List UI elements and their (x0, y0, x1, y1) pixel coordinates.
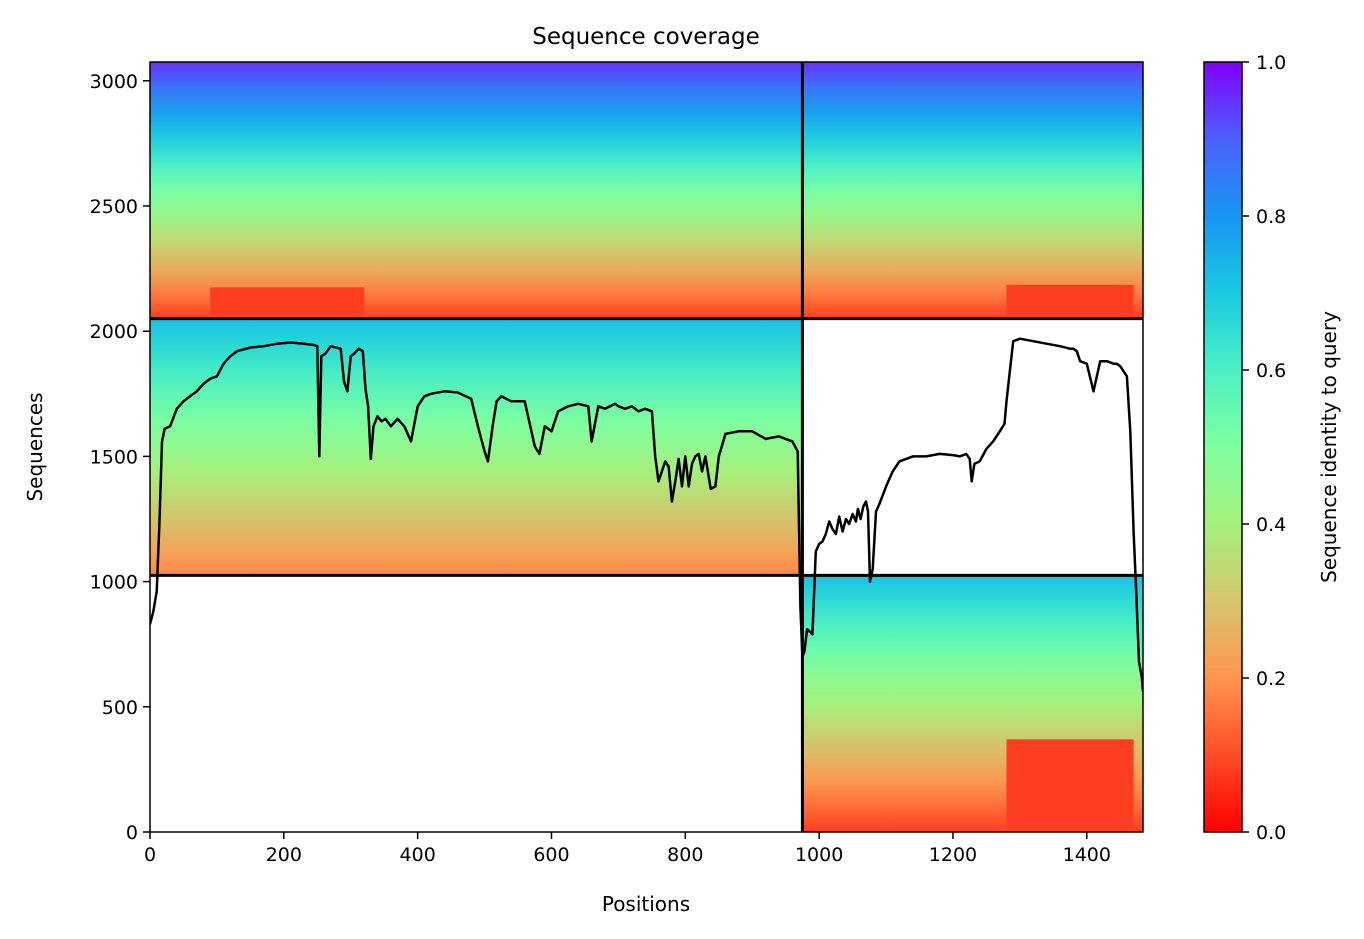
x-tick-label: 1000 (795, 844, 843, 866)
colorbar-tick-label: 0.4 (1256, 514, 1286, 536)
x-tick-label: 0 (144, 844, 156, 866)
y-axis-ticks: 0 500 1000 1500 2000 2500 3000 (90, 71, 150, 844)
y-tick-label: 2500 (90, 196, 138, 218)
x-axis-label: Positions (602, 892, 690, 916)
coverage-line-layer (150, 337, 1143, 692)
colorbar-tick-label: 0.2 (1256, 668, 1286, 690)
y-tick-label: 3000 (90, 71, 138, 93)
block-top-right-low-identity-region (1006, 284, 1134, 319)
colorbar (1203, 61, 1243, 833)
colorbar-label: Sequence identity to query (1317, 311, 1341, 583)
x-tick-label: 200 (266, 844, 302, 866)
coverage-line (150, 337, 1143, 692)
chain-boundaries (150, 62, 1143, 832)
y-tick-label: 1500 (90, 446, 138, 468)
block-middle-left (150, 318, 803, 576)
y-tick-label: 500 (102, 697, 138, 719)
x-tick-label: 1200 (929, 844, 977, 866)
block-top-left (150, 62, 803, 319)
x-tick-label: 1400 (1063, 844, 1111, 866)
x-tick-label: 400 (400, 844, 436, 866)
block-top-left-low-identity-region (210, 287, 365, 319)
x-tick-label: 800 (667, 844, 703, 866)
colorbar-tick-label: 0.8 (1256, 206, 1286, 228)
x-tick-label: 600 (533, 844, 569, 866)
y-tick-label: 2000 (90, 321, 138, 343)
y-axis-label: Sequences (23, 392, 47, 501)
x-axis-ticks: 0 200 400 600 800 1000 1200 1400 (144, 832, 1111, 866)
colorbar-tick-label: 0.6 (1256, 360, 1286, 382)
y-tick-label: 0 (126, 822, 138, 844)
colorbar-tick-label: 1.0 (1256, 52, 1286, 74)
coverage-blocks (150, 62, 1143, 832)
chart-title: Sequence coverage (532, 24, 760, 50)
plot-frame (149, 61, 1144, 833)
colorbar-tick-label: 0.0 (1256, 822, 1286, 844)
y-tick-label: 1000 (90, 572, 138, 594)
block-top-right (802, 62, 1143, 319)
colorbar-ticks: 0.0 0.2 0.4 0.6 0.8 1.0 (1242, 52, 1286, 844)
block-bottom-right-low-identity-region (1006, 739, 1134, 832)
